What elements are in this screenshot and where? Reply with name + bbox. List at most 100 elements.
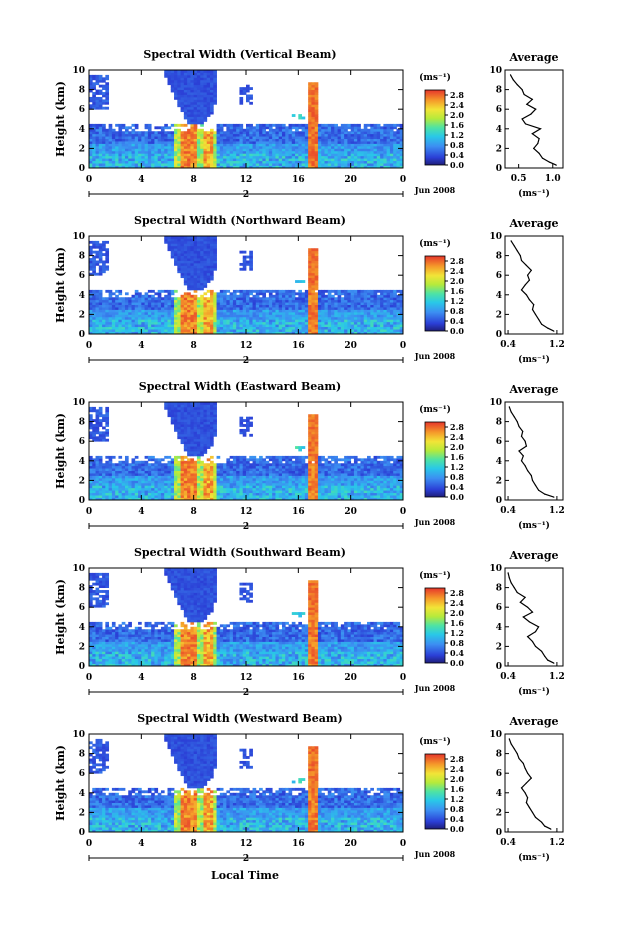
heatmap-cell [334, 160, 338, 164]
heatmap-cell [219, 148, 224, 152]
heatmap-cell [291, 321, 296, 325]
heatmap-cell [115, 311, 119, 315]
heatmap-cell [131, 475, 136, 479]
heatmap-cell [317, 289, 322, 293]
heatmap-cell [170, 477, 175, 481]
heatmap-cell [92, 460, 96, 464]
heatmap-cell [200, 136, 204, 139]
y-tick-label: 10 [72, 66, 85, 76]
heatmap-cell [134, 155, 139, 159]
heatmap-cell [95, 143, 100, 147]
heatmap-cell [131, 473, 136, 476]
heatmap-cell [203, 141, 208, 144]
heatmap-cell [138, 304, 142, 308]
heatmap-cell [174, 409, 178, 413]
heatmap-cell [124, 463, 129, 467]
heatmap-cell [311, 260, 316, 264]
heatmap-cell [383, 329, 388, 332]
heatmap-cell [183, 419, 188, 422]
heatmap-cell [331, 165, 335, 169]
heatmap-cell [206, 272, 211, 276]
heatmap-cell [92, 84, 96, 88]
heatmap-cell [210, 148, 214, 152]
heatmap-cell [183, 70, 188, 73]
heatmap-cell [386, 131, 391, 135]
heatmap-cell [164, 497, 168, 501]
heatmap-cell [344, 309, 348, 313]
heatmap-cell [344, 316, 348, 320]
heatmap-cell [170, 243, 175, 247]
heatmap-cell [124, 297, 129, 301]
heatmap-cell [111, 473, 116, 476]
heatmap-cell [242, 304, 247, 308]
heatmap-cell [154, 329, 159, 332]
heatmap-cell [304, 123, 309, 127]
heatmap-cell [138, 143, 142, 147]
heatmap-cell [190, 165, 195, 169]
heatmap-cell [134, 148, 139, 152]
heatmap-cell [128, 482, 132, 486]
heatmap-cell [311, 133, 316, 137]
heatmap-cell [321, 136, 325, 139]
heatmap-cell [321, 141, 325, 144]
heatmap-cell [190, 79, 195, 83]
heatmap-cell [370, 160, 374, 164]
heatmap-cell [89, 309, 93, 313]
heatmap-cell [340, 153, 345, 157]
heatmap-cell [200, 329, 204, 332]
heatmap-cell [170, 148, 175, 152]
heatmap-cell [308, 309, 312, 313]
heatmap-cell [327, 126, 332, 130]
heatmap-cell [308, 128, 312, 132]
heatmap-cell [154, 458, 159, 462]
heatmap-cell [210, 302, 214, 305]
heatmap-cell [285, 326, 289, 330]
heatmap-cell [102, 267, 106, 271]
heatmap-cell [249, 297, 253, 301]
heatmap-cell [331, 329, 335, 332]
heatmap-cell [187, 324, 191, 328]
heatmap-cell [89, 487, 93, 491]
heatmap-cell [363, 148, 368, 152]
heatmap-cell [367, 311, 371, 315]
heatmap-cell [363, 143, 368, 147]
heatmap-cell [304, 141, 309, 144]
heatmap-cell [203, 87, 208, 90]
heatmap-cell [295, 280, 299, 283]
heatmap-cell [177, 326, 181, 330]
heatmap-cell [337, 316, 342, 320]
heatmap-cell [108, 141, 113, 144]
heatmap-cell [134, 307, 139, 310]
heatmap-cell [308, 285, 312, 288]
heatmap-cell [337, 163, 342, 166]
heatmap-cell [115, 145, 119, 149]
heatmap-cell [291, 297, 296, 301]
heatmap-cell [206, 70, 211, 73]
heatmap-cell [367, 165, 371, 169]
average-x-tick-label: 1.2 [549, 340, 565, 350]
heatmap-cell [219, 131, 224, 135]
heatmap-cell [151, 155, 155, 159]
heatmap-cell [206, 299, 211, 303]
heatmap-cell [157, 485, 162, 489]
heatmap-cell [216, 304, 221, 308]
heatmap-cell [344, 131, 348, 135]
heatmap-cell [89, 316, 93, 320]
heatmap-cell [383, 128, 388, 132]
heatmap-cell [177, 470, 181, 474]
heatmap-cell [242, 329, 247, 332]
heatmap-cell [98, 153, 103, 157]
heatmap-cell [111, 326, 116, 330]
average-profile-point [531, 98, 533, 100]
heatmap-cell [102, 133, 106, 137]
heatmap-cell [95, 428, 100, 432]
heatmap-cell [203, 109, 208, 113]
heatmap-cell [232, 153, 237, 157]
heatmap-cell [281, 314, 286, 318]
heatmap-cell [386, 292, 391, 296]
heatmap-cell [187, 163, 191, 166]
heatmap-cell [124, 314, 129, 318]
heatmap-cell [288, 143, 293, 147]
heatmap-cell [187, 136, 191, 139]
heatmap-cell [138, 309, 142, 313]
